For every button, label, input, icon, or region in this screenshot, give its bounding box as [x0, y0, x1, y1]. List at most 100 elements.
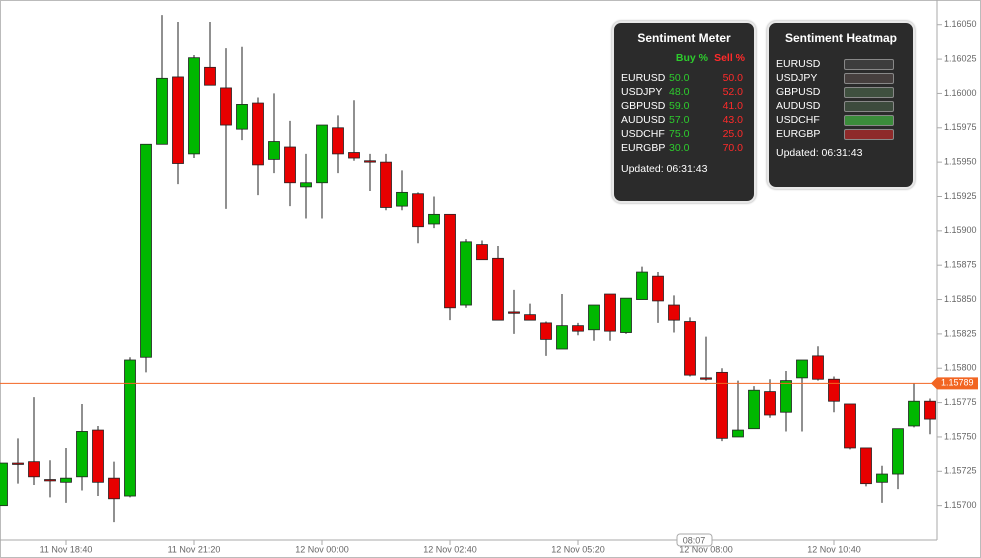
candle-body	[508, 311, 520, 314]
pair: AUDUSD	[776, 100, 821, 112]
y-tick-label: 1.16000	[944, 88, 977, 98]
heatmap-row: USDCHF	[776, 113, 906, 127]
heat-cell	[844, 58, 894, 70]
x-tick-label: 12 Nov 05:20	[551, 544, 605, 554]
current-price-label: 1.15789	[941, 378, 974, 388]
sell-pct: 70.0	[722, 142, 743, 154]
candle-body	[572, 325, 584, 332]
candle-body	[284, 146, 296, 184]
crosshair-box	[676, 533, 713, 547]
pair: EURGBP	[621, 142, 666, 154]
x-tick-label: 12 Nov 10:40	[807, 544, 861, 554]
candle-body	[60, 477, 72, 483]
candle-body	[364, 160, 376, 163]
pair: EURUSD	[621, 72, 666, 84]
heatmap-row: AUDUSD	[776, 99, 906, 113]
candle-body	[236, 104, 248, 130]
y-tick-label: 1.15950	[944, 157, 977, 167]
candle-body	[412, 193, 424, 228]
candle-body	[140, 143, 152, 358]
x-tick-label: 11 Nov 18:40	[40, 544, 93, 554]
buy-pct: 48.0	[669, 86, 690, 98]
candle-body	[348, 152, 360, 159]
candle-body	[28, 461, 40, 478]
meter-updated: Updated: 06:31:43	[621, 163, 708, 175]
pair: AUDUSD	[621, 114, 666, 126]
y-tick-label: 1.16025	[944, 53, 977, 63]
pair: EURUSD	[776, 58, 821, 70]
candle-body	[268, 141, 280, 160]
sell-pct: 41.0	[722, 100, 743, 112]
buy-pct: 57.0	[669, 114, 690, 126]
candle-body	[316, 124, 328, 184]
y-tick-label: 1.15975	[944, 122, 977, 132]
sell-pct: 43.0	[722, 114, 743, 126]
candle-body	[92, 429, 104, 483]
heat-cell	[844, 86, 894, 98]
y-tick-label: 1.15700	[944, 500, 977, 510]
heatmap-title: Sentiment Heatmap	[784, 31, 898, 45]
candle-body	[668, 304, 680, 321]
candle-body	[188, 57, 200, 155]
buy-pct: 30.0	[669, 142, 690, 154]
candle-body	[332, 127, 344, 155]
pair: GBPUSD	[776, 86, 821, 98]
heatmap-row: EURUSD	[776, 57, 906, 71]
candle-body	[44, 479, 56, 482]
candle-body	[828, 378, 840, 402]
meter-rows: EURUSD 50.0 50.0 USDJPY 48.0 52.0 GBPUSD 59.0 41…	[621, 71, 747, 155]
y-tick-label: 1.15750	[944, 431, 977, 441]
y-tick-label: 1.15725	[944, 466, 977, 476]
candle-body	[892, 428, 904, 475]
buy-pct: 59.0	[669, 100, 690, 112]
meter-row: EURUSD 50.0 50.0	[621, 71, 747, 85]
candle-body	[476, 244, 488, 261]
buy-header: Buy %	[675, 52, 708, 64]
candle-body	[396, 191, 408, 207]
y-tick-label: 1.16050	[944, 19, 977, 29]
candle-body	[860, 447, 872, 485]
heatmap-row: GBPUSD	[776, 85, 906, 99]
candle-body	[604, 293, 616, 332]
y-tick-label: 1.15875	[944, 260, 977, 270]
meter-row: USDJPY 48.0 52.0	[621, 85, 747, 99]
candle-body	[732, 429, 744, 438]
candle-body	[636, 271, 648, 300]
crosshair-time: 08:07	[683, 535, 706, 545]
y-tick-label: 1.15825	[944, 328, 977, 338]
heatmap-row: EURGBP	[776, 127, 906, 141]
meter-row: EURGBP 30.0 70.0	[621, 141, 747, 155]
candle-body	[796, 359, 808, 379]
pair: EURGBP	[776, 128, 821, 140]
candle-body	[428, 213, 440, 225]
heat-cell	[844, 128, 894, 140]
candle-body	[908, 400, 920, 427]
sell-pct: 52.0	[722, 86, 743, 98]
meter-row: AUDUSD 57.0 43.0	[621, 113, 747, 127]
candle-body	[204, 66, 216, 86]
candle-body	[492, 257, 504, 321]
candle-body	[876, 473, 888, 483]
candle-body	[124, 359, 136, 497]
candle-body	[444, 213, 456, 309]
meter-title: Sentiment Meter	[637, 31, 731, 45]
pair: GBPUSD	[621, 100, 666, 112]
heatmap-row: USDJPY	[776, 71, 906, 85]
pair: USDCHF	[621, 128, 665, 140]
candle-body	[812, 355, 824, 380]
candle-body	[156, 77, 168, 145]
candle-body	[220, 87, 232, 126]
sell-pct: 25.0	[722, 128, 743, 140]
heat-cell	[844, 72, 894, 84]
candle-body	[108, 477, 120, 500]
meter-header: Buy % Sell %	[621, 51, 747, 65]
candle-body	[460, 241, 472, 306]
x-tick-label: 11 Nov 21:20	[168, 544, 221, 554]
meter-row: GBPUSD 59.0 41.0	[621, 99, 747, 113]
candle-body	[0, 462, 8, 507]
heat-cell	[844, 114, 894, 126]
candle-body	[300, 182, 312, 188]
meter-row: USDCHF 75.0 25.0	[621, 127, 747, 141]
